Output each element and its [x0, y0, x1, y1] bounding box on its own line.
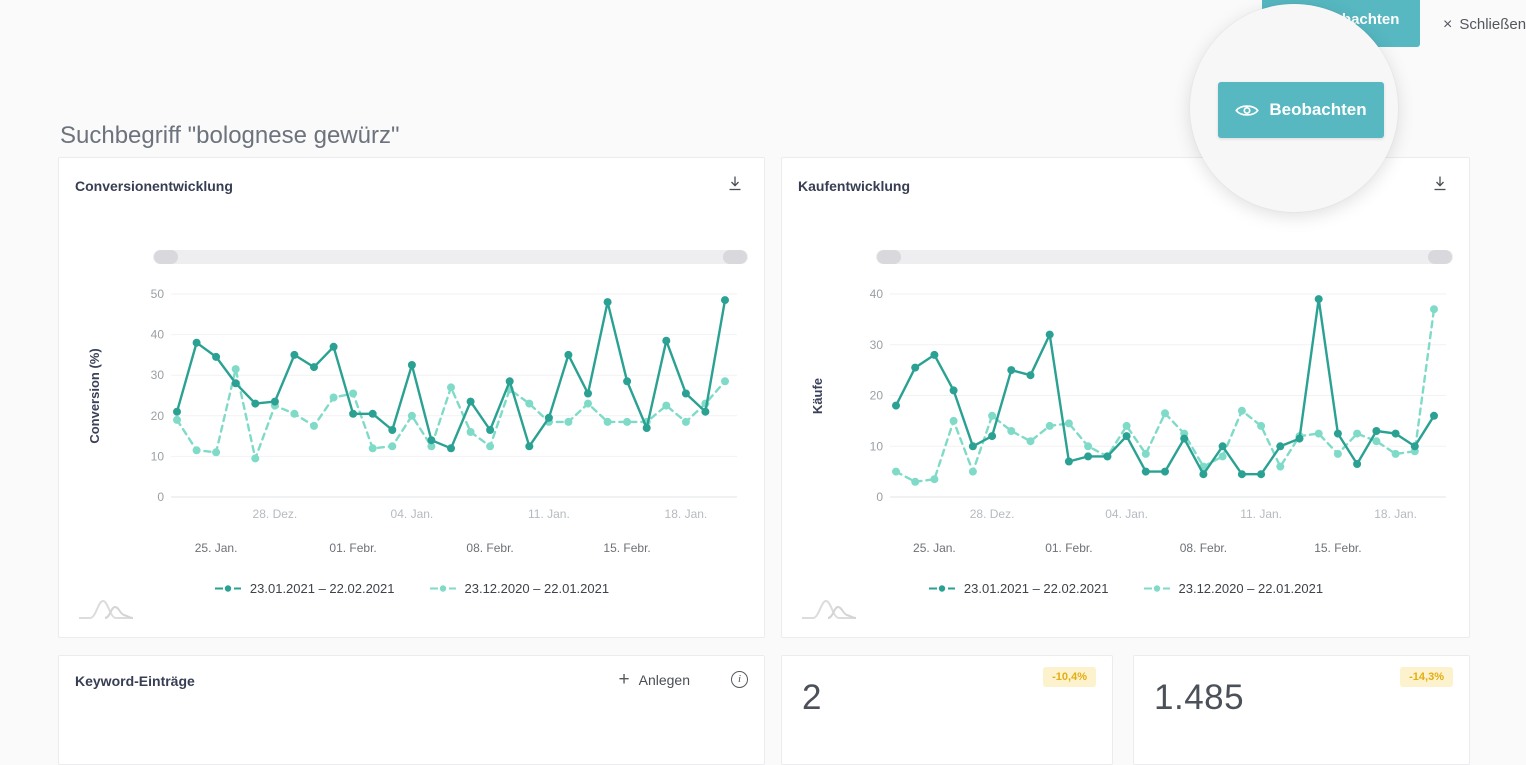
mini-chart-watermark-icon [79, 599, 134, 619]
legend-label: 23.12.2020 – 22.01.2021 [464, 580, 610, 596]
plus-icon: + [618, 669, 630, 690]
chart-legend: 23.01.2021 – 22.02.2021 23.12.2020 – 22.0… [782, 579, 1469, 597]
conversion-line-chart[interactable]: 0 10 20 30 40 50 Conversion (%) 28. Dez. 04. Jan… [59, 158, 766, 638]
slider-handle-left[interactable] [154, 250, 178, 264]
slider-handle-right[interactable] [1428, 250, 1452, 264]
chart-title: Kaufentwicklung [798, 178, 911, 194]
keyword-entries-title: Keyword-Einträge [75, 673, 195, 689]
stat-card: 1.485 -14,3% [1133, 655, 1470, 765]
stat-change-badge: -10,4% [1043, 667, 1096, 687]
download-button[interactable] [1431, 175, 1449, 193]
legend-marker-icon [429, 584, 456, 592]
svg-text:20: 20 [151, 409, 165, 423]
legend-label: 23.12.2020 – 22.01.2021 [1178, 580, 1324, 596]
svg-text:30: 30 [151, 368, 165, 382]
svg-text:08. Febr.: 08. Febr. [466, 541, 513, 555]
svg-text:Conversion (%): Conversion (%) [87, 348, 102, 443]
slider-handle-left[interactable] [877, 250, 901, 264]
svg-text:11. Jan.: 11. Jan. [528, 507, 570, 521]
svg-text:15. Febr.: 15. Febr. [603, 541, 650, 555]
legend-marker-icon [1143, 584, 1170, 592]
legend-item[interactable]: 23.12.2020 – 22.01.2021 [429, 580, 610, 596]
svg-text:20: 20 [870, 389, 884, 403]
close-button-label: Schließen [1459, 16, 1526, 33]
svg-text:04. Jan.: 04. Jan. [1105, 507, 1148, 521]
svg-text:40: 40 [151, 328, 165, 342]
eye-icon [1235, 104, 1260, 116]
stat-value: 2 [802, 678, 822, 717]
legend-item[interactable]: 23.12.2020 – 22.01.2021 [1143, 580, 1324, 596]
legend-label: 23.01.2021 – 22.02.2021 [963, 580, 1109, 596]
legend-item[interactable]: 23.01.2021 – 22.02.2021 [214, 581, 395, 596]
legend-item[interactable]: 23.01.2021 – 22.02.2021 [928, 581, 1109, 596]
chart-legend: 23.01.2021 – 22.02.2021 23.12.2020 – 22.0… [59, 579, 764, 597]
conversion-chart-card: Conversionentwicklung 0 10 20 30 40 50 Convers… [58, 157, 765, 638]
page-title: Suchbegriff "bolognese gewürz" [60, 122, 400, 150]
svg-text:28. Dez.: 28. Dez. [970, 507, 1015, 521]
stat-change-badge: -14,3% [1400, 667, 1453, 687]
purchases-line-chart[interactable]: 0 10 20 30 40 Käufe 28. Dez. 04. Jan. 11. Jan. 18… [782, 158, 1471, 638]
slider-handle-right[interactable] [723, 250, 747, 264]
spotlight-watch-button[interactable]: Beobachten [1218, 82, 1384, 138]
info-icon[interactable]: i [731, 671, 748, 688]
download-icon [729, 176, 741, 191]
dashboard-page: { "page_title": "Suchbegriff \"bolognese… [58, 0, 1526, 765]
svg-text:0: 0 [157, 490, 164, 504]
keyword-entries-card: Keyword-Einträge + Anlegen i [58, 655, 765, 765]
svg-text:18. Jan.: 18. Jan. [1374, 507, 1417, 521]
add-keyword-label: Anlegen [638, 671, 690, 688]
svg-text:40: 40 [870, 287, 884, 301]
svg-text:25. Jan.: 25. Jan. [195, 541, 238, 555]
legend-label: 23.01.2021 – 22.02.2021 [249, 580, 395, 596]
stat-card: 2 -10,4% [781, 655, 1113, 765]
svg-text:01. Febr.: 01. Febr. [329, 541, 376, 555]
svg-text:10: 10 [870, 439, 884, 453]
download-icon [1434, 176, 1446, 191]
purchases-chart-card: Kaufentwicklung 0 10 20 30 40 Käufe 28. Dez. 04… [781, 157, 1470, 638]
svg-text:04. Jan.: 04. Jan. [391, 507, 434, 521]
legend-marker-icon [928, 584, 955, 592]
stat-value: 1.485 [1154, 678, 1245, 717]
svg-text:Käufe: Käufe [810, 378, 825, 414]
add-keyword-button[interactable]: + Anlegen [613, 669, 697, 690]
download-button[interactable] [726, 175, 744, 193]
close-button[interactable]: × Schließen [1437, 15, 1526, 34]
svg-text:0: 0 [876, 490, 883, 504]
svg-text:25. Jan.: 25. Jan. [913, 541, 956, 555]
chart-title: Conversionentwicklung [75, 178, 233, 194]
svg-text:28. Dez.: 28. Dez. [253, 507, 298, 521]
svg-text:10: 10 [151, 449, 165, 463]
mini-chart-watermark-icon [802, 599, 857, 619]
spotlight-watch-button-label: Beobachten [1269, 100, 1367, 119]
close-icon: × [1443, 15, 1453, 33]
svg-text:08. Febr.: 08. Febr. [1180, 541, 1227, 555]
svg-text:30: 30 [870, 338, 884, 352]
svg-text:18. Jan.: 18. Jan. [665, 507, 708, 521]
legend-marker-icon [214, 584, 241, 592]
chart-range-slider[interactable] [876, 250, 1453, 264]
svg-text:01. Febr.: 01. Febr. [1045, 541, 1092, 555]
svg-text:11. Jan.: 11. Jan. [1240, 507, 1282, 521]
svg-text:50: 50 [151, 287, 165, 301]
chart-range-slider[interactable] [153, 250, 748, 264]
svg-text:15. Febr.: 15. Febr. [1314, 541, 1361, 555]
